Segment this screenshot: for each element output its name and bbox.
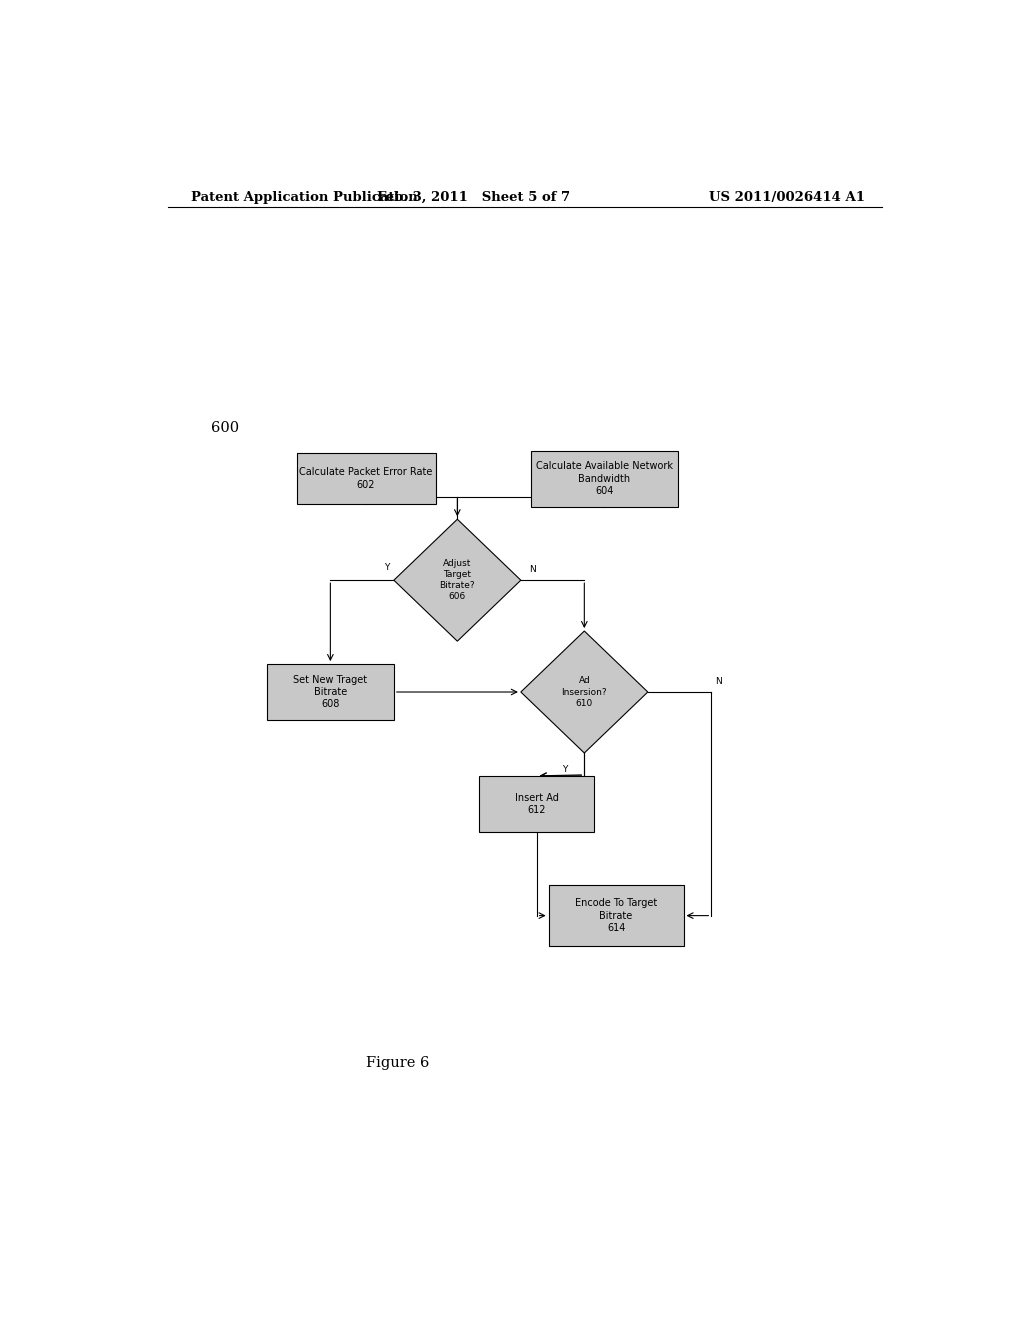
FancyBboxPatch shape [267, 664, 394, 719]
Text: 600: 600 [211, 421, 240, 434]
Text: Ad
Insersion?
610: Ad Insersion? 610 [561, 676, 607, 708]
Text: N: N [528, 565, 536, 574]
Text: Adjust
Target
Bitrate?
606: Adjust Target Bitrate? 606 [439, 560, 475, 602]
Text: Calculate Available Network
Bandwidth
604: Calculate Available Network Bandwidth 60… [536, 461, 673, 496]
Text: Y: Y [562, 766, 567, 775]
Text: Figure 6: Figure 6 [367, 1056, 429, 1071]
FancyBboxPatch shape [479, 776, 594, 832]
FancyBboxPatch shape [297, 453, 435, 504]
Text: N: N [715, 677, 722, 686]
Text: US 2011/0026414 A1: US 2011/0026414 A1 [709, 190, 864, 203]
Text: Y: Y [385, 564, 390, 572]
Text: Calculate Packet Error Rate
602: Calculate Packet Error Rate 602 [299, 467, 433, 490]
FancyBboxPatch shape [549, 886, 684, 946]
Polygon shape [394, 519, 521, 642]
FancyBboxPatch shape [530, 450, 678, 507]
Text: Set New Traget
Bitrate
608: Set New Traget Bitrate 608 [293, 675, 368, 709]
Polygon shape [521, 631, 648, 752]
Text: Patent Application Publication: Patent Application Publication [191, 190, 418, 203]
Text: Feb. 3, 2011   Sheet 5 of 7: Feb. 3, 2011 Sheet 5 of 7 [377, 190, 569, 203]
Text: Encode To Target
Bitrate
614: Encode To Target Bitrate 614 [574, 898, 657, 933]
Text: Insert Ad
612: Insert Ad 612 [515, 792, 559, 814]
